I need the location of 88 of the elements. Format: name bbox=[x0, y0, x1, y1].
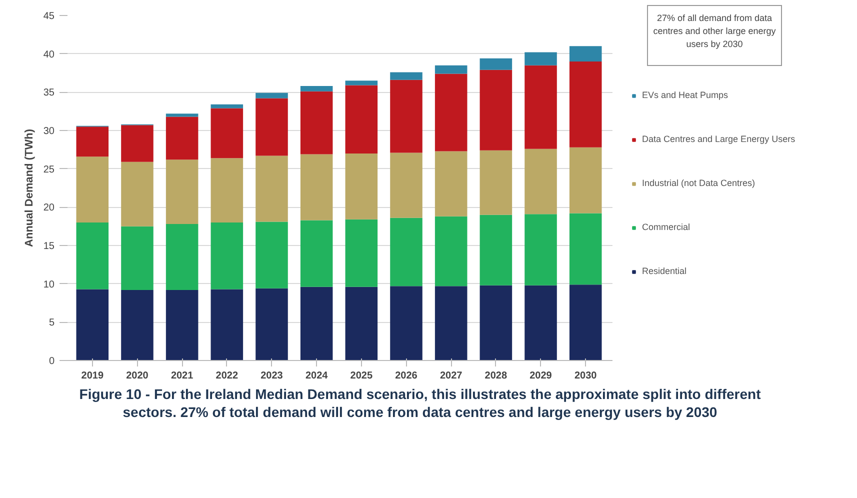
bar bbox=[121, 226, 154, 290]
x-tick-label: 2024 bbox=[305, 370, 328, 382]
x-tick-label: 2020 bbox=[126, 370, 149, 382]
bar bbox=[300, 86, 333, 92]
y-tick-label: 0 bbox=[48, 356, 55, 367]
bar bbox=[480, 285, 512, 360]
legend-label: Residential bbox=[642, 266, 687, 276]
y-tick-label: 10 bbox=[43, 279, 55, 290]
bar bbox=[345, 154, 378, 220]
y-tick-label: 5 bbox=[48, 318, 55, 329]
bar bbox=[121, 290, 154, 360]
bar bbox=[390, 72, 422, 80]
bar bbox=[480, 70, 512, 150]
bar bbox=[524, 148, 557, 214]
bar bbox=[524, 52, 557, 66]
bar bbox=[256, 222, 288, 288]
x-tick-label: 2026 bbox=[395, 370, 418, 382]
bar bbox=[166, 290, 198, 360]
x-tick-label: 2027 bbox=[440, 370, 463, 382]
x-tick-label: 2028 bbox=[484, 370, 508, 382]
bar bbox=[345, 80, 378, 86]
bar bbox=[569, 147, 602, 214]
bar bbox=[210, 108, 244, 158]
legend-label: Commercial bbox=[642, 222, 690, 232]
bar bbox=[76, 126, 109, 157]
x-tick-label: 2029 bbox=[530, 370, 552, 382]
legend-label: Data Centres and Large Energy Users bbox=[642, 134, 796, 144]
bar bbox=[480, 58, 512, 70]
bar bbox=[76, 156, 109, 222]
bar bbox=[434, 65, 468, 74]
bar bbox=[345, 219, 378, 287]
legend-label: EVs and Heat Pumps bbox=[642, 90, 728, 100]
y-axis-title: Annual Demand (TWh) bbox=[23, 128, 36, 247]
bar bbox=[256, 92, 288, 98]
bar bbox=[256, 156, 288, 222]
bar bbox=[524, 65, 557, 149]
bar bbox=[434, 216, 468, 286]
y-tick-label: 30 bbox=[43, 126, 55, 137]
x-tick-label: 2022 bbox=[216, 370, 238, 382]
y-tick-label: 20 bbox=[43, 202, 55, 214]
bar bbox=[345, 286, 378, 360]
x-tick-label: 2019 bbox=[81, 370, 104, 382]
y-tick-label: 35 bbox=[43, 88, 55, 99]
bar bbox=[480, 150, 512, 215]
bar bbox=[210, 289, 244, 360]
bar bbox=[300, 154, 333, 220]
bar bbox=[524, 214, 557, 286]
bar bbox=[76, 222, 109, 290]
bar bbox=[390, 152, 422, 218]
bar bbox=[569, 284, 602, 360]
legend-label: Industrial (not Data Centres) bbox=[642, 178, 756, 188]
caption: Figure 10 - For the Ireland Median Demand scenario, this illustrates the approximate split into different sectors. 27% of total demand will come from data centres and large energy users by 2030 bbox=[78, 385, 762, 422]
bar bbox=[434, 286, 468, 360]
bar bbox=[210, 104, 244, 108]
bar bbox=[256, 288, 288, 360]
bar bbox=[300, 91, 333, 154]
bar bbox=[524, 285, 557, 360]
bar bbox=[166, 114, 198, 117]
bar bbox=[569, 46, 602, 62]
bar bbox=[480, 214, 512, 286]
bar bbox=[210, 222, 244, 290]
y-tick-label: 25 bbox=[43, 164, 55, 176]
bar bbox=[345, 85, 378, 154]
bar bbox=[300, 220, 333, 287]
bar bbox=[390, 286, 422, 360]
bar bbox=[569, 62, 602, 148]
bar bbox=[76, 289, 109, 360]
y-tick-label: 40 bbox=[43, 49, 55, 60]
x-tick-label: 2030 bbox=[574, 370, 598, 382]
bar bbox=[256, 98, 288, 156]
bar bbox=[166, 116, 198, 160]
x-tick-label: 2021 bbox=[170, 370, 194, 382]
bar bbox=[121, 162, 154, 226]
text: 27% of all demand from data centres and other large energy users by 2030 bbox=[647, 5, 782, 66]
x-tick-label: 2025 bbox=[350, 370, 373, 382]
bar bbox=[390, 80, 422, 153]
bar bbox=[210, 158, 244, 222]
bar bbox=[569, 213, 602, 285]
y-tick-label: 45 bbox=[43, 11, 55, 22]
y-tick-label: 15 bbox=[43, 241, 55, 252]
bar bbox=[434, 74, 468, 152]
bar bbox=[166, 224, 198, 290]
bar bbox=[434, 151, 468, 216]
bar bbox=[300, 286, 333, 360]
x-tick-label: 2023 bbox=[260, 370, 284, 382]
bar bbox=[121, 125, 154, 162]
bar bbox=[390, 218, 422, 286]
bar bbox=[166, 160, 198, 224]
